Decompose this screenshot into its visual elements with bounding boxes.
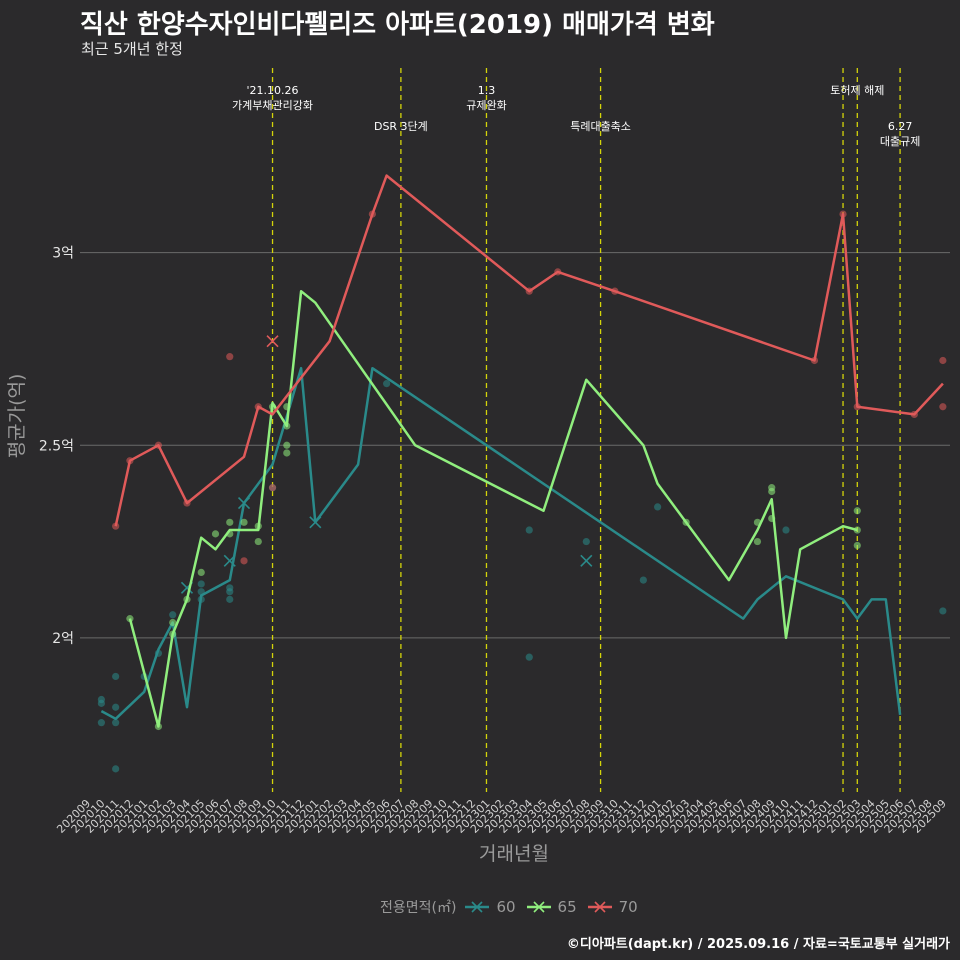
data-point [226, 518, 234, 526]
data-point [639, 576, 647, 584]
event-label: 특례대출축소 [570, 120, 631, 133]
data-point-cross [580, 554, 593, 567]
data-point [753, 537, 762, 546]
series-60 [97, 366, 947, 773]
legend-swatch [587, 901, 612, 913]
legend-swatch [526, 901, 551, 913]
event-label-line: 가계부채관리강화 [232, 99, 313, 112]
event-label: 6.27 대출규제 [880, 120, 920, 148]
chart-subtitle: 최근 5개년 한정 [81, 40, 183, 58]
series-65 [126, 289, 861, 731]
data-point [525, 526, 533, 534]
data-point [97, 719, 105, 727]
y-axis-ticks: 2억 2.5억 3억 [39, 246, 74, 647]
data-point [240, 557, 248, 565]
series-70 [112, 174, 947, 565]
event-label-line: 토허제 해제 [830, 83, 884, 97]
legend-label: 60 [496, 898, 516, 916]
legend-swatch-cross [594, 901, 606, 913]
data-point [283, 449, 291, 457]
data-point [782, 526, 790, 534]
legend-label: 70 [618, 898, 638, 916]
data-point-cross [309, 516, 322, 529]
data-point-cross [237, 496, 251, 510]
event-label-line: 대출규제 [880, 135, 920, 148]
data-point [254, 537, 262, 546]
series-layer [97, 174, 947, 773]
data-point-cross [223, 554, 236, 567]
data-point [112, 765, 120, 773]
data-point [383, 380, 391, 388]
data-point [211, 530, 220, 538]
event-label: 토허제 해제 [830, 83, 884, 97]
event-label: 1.3 규제완화 [466, 84, 506, 112]
data-point [283, 441, 291, 449]
grid-layer [80, 252, 950, 639]
chart-title: 직산 한양수자인비다펠리즈 아파트(2019) 매매가격 변화 [80, 10, 715, 40]
event-label-line: 규제완화 [466, 99, 506, 112]
data-point [169, 611, 177, 619]
event-label-line: 특례대출축소 [570, 120, 631, 133]
legend-swatch-cross [471, 901, 484, 913]
legend-item-60: 60 [464, 898, 516, 916]
event-label-line: DSR 3단계 [374, 120, 428, 133]
legend-title: 전용면적(㎡) [380, 900, 457, 916]
event-label-line: 1.3 [478, 84, 496, 97]
data-point [939, 356, 947, 365]
data-point [197, 580, 205, 588]
data-point [853, 507, 861, 515]
data-point [112, 703, 120, 711]
x-axis-ticks: 2020092020102020112020122021012021022021… [54, 797, 949, 836]
legend-item-70: 70 [587, 898, 638, 916]
data-point-cross [266, 335, 279, 348]
event-label-line: '21.10.26 [247, 84, 299, 97]
data-point [654, 503, 662, 511]
legend-label: 65 [557, 898, 577, 916]
data-point [197, 568, 205, 577]
data-point [525, 653, 533, 661]
y-tick-label: 3억 [52, 246, 74, 262]
data-point [240, 518, 248, 526]
series-line [114, 174, 944, 527]
data-point [226, 353, 234, 361]
y-tick-label: 2.5억 [39, 438, 74, 454]
legend-swatch-cross [532, 901, 545, 913]
x-axis-label: 거래년월 [479, 843, 549, 865]
event-label-line: 6.27 [888, 120, 913, 133]
y-tick-label: 2억 [52, 631, 74, 647]
series-line [128, 289, 858, 728]
legend-item-65: 65 [526, 898, 577, 916]
data-point [226, 588, 234, 596]
data-point [768, 484, 776, 492]
data-point [853, 526, 861, 534]
data-point [226, 595, 234, 603]
data-point [582, 537, 590, 546]
data-point [169, 618, 177, 627]
event-label: DSR 3단계 [374, 120, 428, 133]
legend: 전용면적(㎡) 60 65 70 [380, 896, 648, 918]
y-axis-label: 평균가(억) [6, 374, 28, 459]
data-point [97, 699, 105, 707]
data-point [853, 541, 861, 550]
data-point [939, 403, 947, 411]
data-point [112, 672, 120, 681]
data-point [112, 719, 120, 727]
legend-swatch [465, 901, 490, 913]
source-caption: ©디아파트(dapt.kr) / 2025.09.16 / 자료=국토교통부 실… [566, 937, 950, 952]
event-label: '21.10.26 가계부채관리강화 [232, 84, 313, 112]
data-point [268, 484, 277, 492]
data-point [939, 607, 947, 615]
